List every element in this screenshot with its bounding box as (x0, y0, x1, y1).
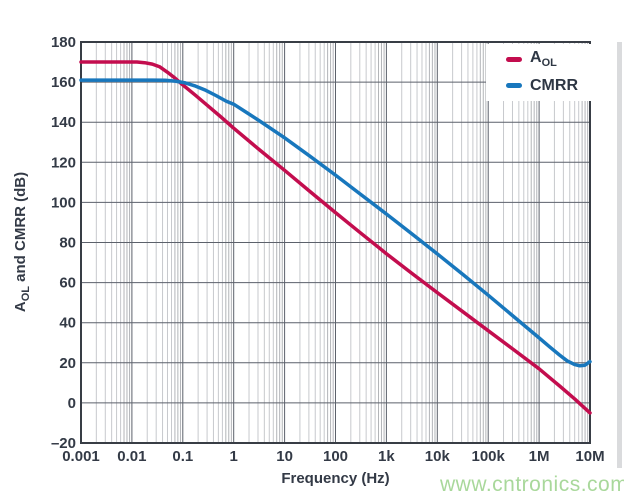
y-tick-label: 140 (51, 114, 76, 131)
x-tick-label: 0.01 (117, 448, 146, 465)
plot-border (80, 41, 591, 444)
y-axis-title: AOL and CMRR (dB) (12, 171, 32, 313)
y-tick-label: 20 (59, 355, 76, 372)
x-tick-label: 1 (230, 448, 238, 465)
x-tick-label: 1M (529, 448, 550, 465)
curve-cmrr (79, 78, 592, 368)
x-tick-label: 100 (323, 448, 348, 465)
y-tick-label: 120 (51, 154, 76, 171)
curve-aol (79, 60, 592, 415)
aol-line-swatch (506, 57, 522, 62)
y-tick-label: 160 (51, 74, 76, 91)
aol-legend-label: AOL (530, 48, 557, 70)
x-tick-label: 10k (425, 448, 451, 465)
y-tick-label: 40 (59, 315, 76, 332)
cmrr-legend-label: CMRR (530, 76, 578, 94)
y-tick-label: 60 (59, 275, 76, 292)
legend: AOL CMRR (486, 44, 591, 101)
y-tick-label: –20 (51, 435, 76, 452)
cmrr-line-swatch (506, 83, 522, 88)
y-tick-label: 80 (59, 235, 76, 252)
x-axis-title: Frequency (Hz) (281, 470, 390, 487)
x-tick-label: 100k (472, 448, 506, 465)
y-tick-label: 0 (68, 395, 76, 412)
watermark: www.cntronics.com (440, 473, 624, 496)
right-edge-strip (617, 42, 622, 468)
legend-item-aol: AOL (486, 49, 591, 71)
x-tick-label: 0.1 (172, 448, 193, 465)
x-tick-label: 1k (378, 448, 395, 465)
x-tick-label: 10M (575, 448, 604, 465)
y-tick-label: 180 (51, 34, 76, 51)
y-tick-label: 100 (51, 194, 76, 211)
x-tick-label: 10 (276, 448, 293, 465)
legend-item-cmrr: CMRR (486, 75, 591, 97)
x-tick-label: 0.001 (62, 448, 100, 465)
